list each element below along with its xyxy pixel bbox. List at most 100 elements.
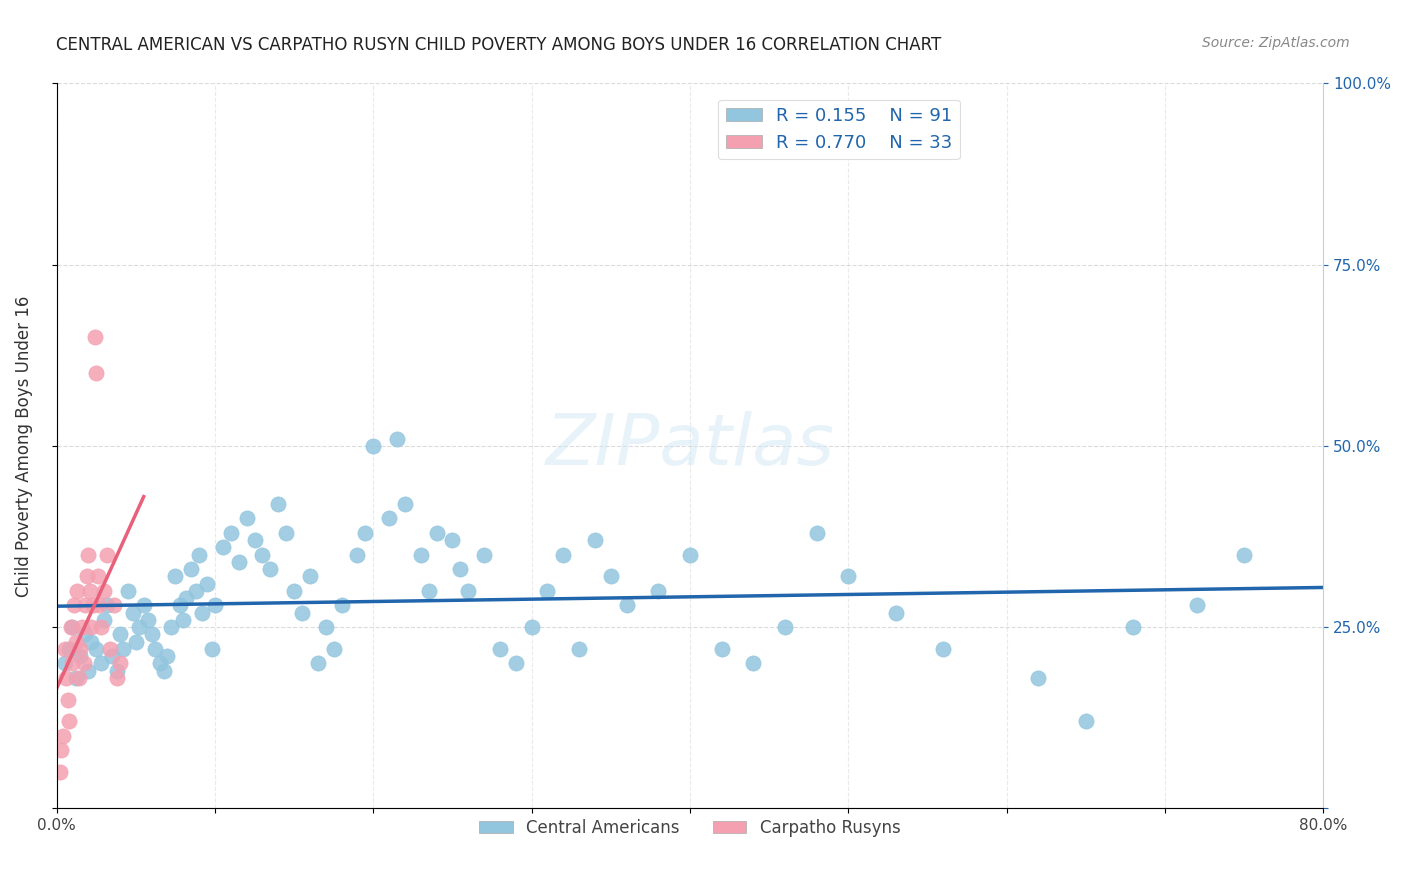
Point [742, 657, 765, 671]
Point [143, 642, 166, 657]
Point [378, 511, 401, 525]
Point [75, 627, 97, 641]
Point [536, 583, 558, 598]
Point [599, 569, 621, 583]
Point [252, 548, 274, 562]
Point [184, 583, 207, 598]
Point [90, 620, 112, 634]
Point [489, 642, 512, 657]
Point [505, 657, 527, 671]
Point [156, 649, 179, 664]
Point [132, 599, 155, 613]
Point [394, 497, 416, 511]
Point [63, 599, 86, 613]
Point [49, 765, 72, 780]
Point [212, 541, 235, 555]
Point [65, 671, 87, 685]
Point [108, 657, 131, 671]
Point [93, 613, 115, 627]
Point [103, 599, 125, 613]
Point [53, 642, 76, 657]
Point [80, 620, 103, 634]
Point [298, 569, 321, 583]
Point [101, 649, 124, 664]
Point [58, 714, 80, 729]
Point [276, 525, 298, 540]
Point [180, 562, 202, 576]
Point [291, 606, 314, 620]
Point [472, 548, 495, 562]
Point [62, 657, 84, 671]
Point [283, 583, 305, 598]
Point [105, 664, 128, 678]
Point [1185, 599, 1208, 613]
Point [330, 599, 353, 613]
Point [1074, 714, 1097, 729]
Point [75, 599, 97, 613]
Point [77, 548, 100, 562]
Point [1122, 620, 1144, 634]
Point [409, 548, 432, 562]
Point [267, 497, 290, 511]
Point [83, 330, 105, 344]
Point [67, 671, 90, 685]
Point [176, 591, 198, 606]
Point [108, 627, 131, 641]
Point [773, 620, 796, 634]
Point [568, 642, 591, 657]
Point [188, 548, 211, 562]
Point [235, 511, 257, 525]
Point [79, 583, 101, 598]
Point [90, 657, 112, 671]
Point [125, 634, 148, 648]
Point [70, 620, 93, 634]
Point [346, 548, 368, 562]
Point [553, 548, 575, 562]
Point [457, 583, 479, 598]
Point [89, 599, 111, 613]
Point [307, 657, 329, 671]
Point [837, 569, 859, 583]
Point [361, 439, 384, 453]
Point [138, 613, 160, 627]
Text: CENTRAL AMERICAN VS CARPATHO RUSYN CHILD POVERTY AMONG BOYS UNDER 16 CORRELATION: CENTRAL AMERICAN VS CARPATHO RUSYN CHILD… [56, 36, 942, 54]
Y-axis label: Child Poverty Among Boys Under 16: Child Poverty Among Boys Under 16 [15, 295, 32, 597]
Point [806, 525, 828, 540]
Point [128, 620, 150, 634]
Point [76, 569, 98, 583]
Point [191, 606, 214, 620]
Point [66, 583, 89, 598]
Point [583, 533, 606, 548]
Legend: Central Americans, Carpatho Rusyns: Central Americans, Carpatho Rusyns [472, 813, 907, 844]
Point [426, 525, 449, 540]
Point [105, 671, 128, 685]
Point [195, 576, 218, 591]
Point [647, 583, 669, 598]
Point [84, 367, 107, 381]
Point [96, 599, 118, 613]
Point [65, 634, 87, 648]
Point [449, 562, 471, 576]
Point [117, 583, 139, 598]
Point [1233, 548, 1256, 562]
Point [219, 525, 242, 540]
Point [204, 599, 226, 613]
Point [201, 642, 224, 657]
Point [55, 671, 77, 685]
Point [77, 664, 100, 678]
Point [385, 432, 408, 446]
Point [58, 642, 80, 657]
Point [112, 642, 135, 657]
Point [354, 525, 377, 540]
Point [53, 657, 76, 671]
Point [148, 657, 170, 671]
Point [52, 729, 75, 743]
Point [159, 620, 181, 634]
Point [100, 642, 122, 657]
Text: ZIPatlas: ZIPatlas [546, 411, 834, 481]
Point [520, 620, 543, 634]
Point [884, 606, 907, 620]
Point [72, 657, 94, 671]
Point [259, 562, 281, 576]
Point [418, 583, 440, 598]
